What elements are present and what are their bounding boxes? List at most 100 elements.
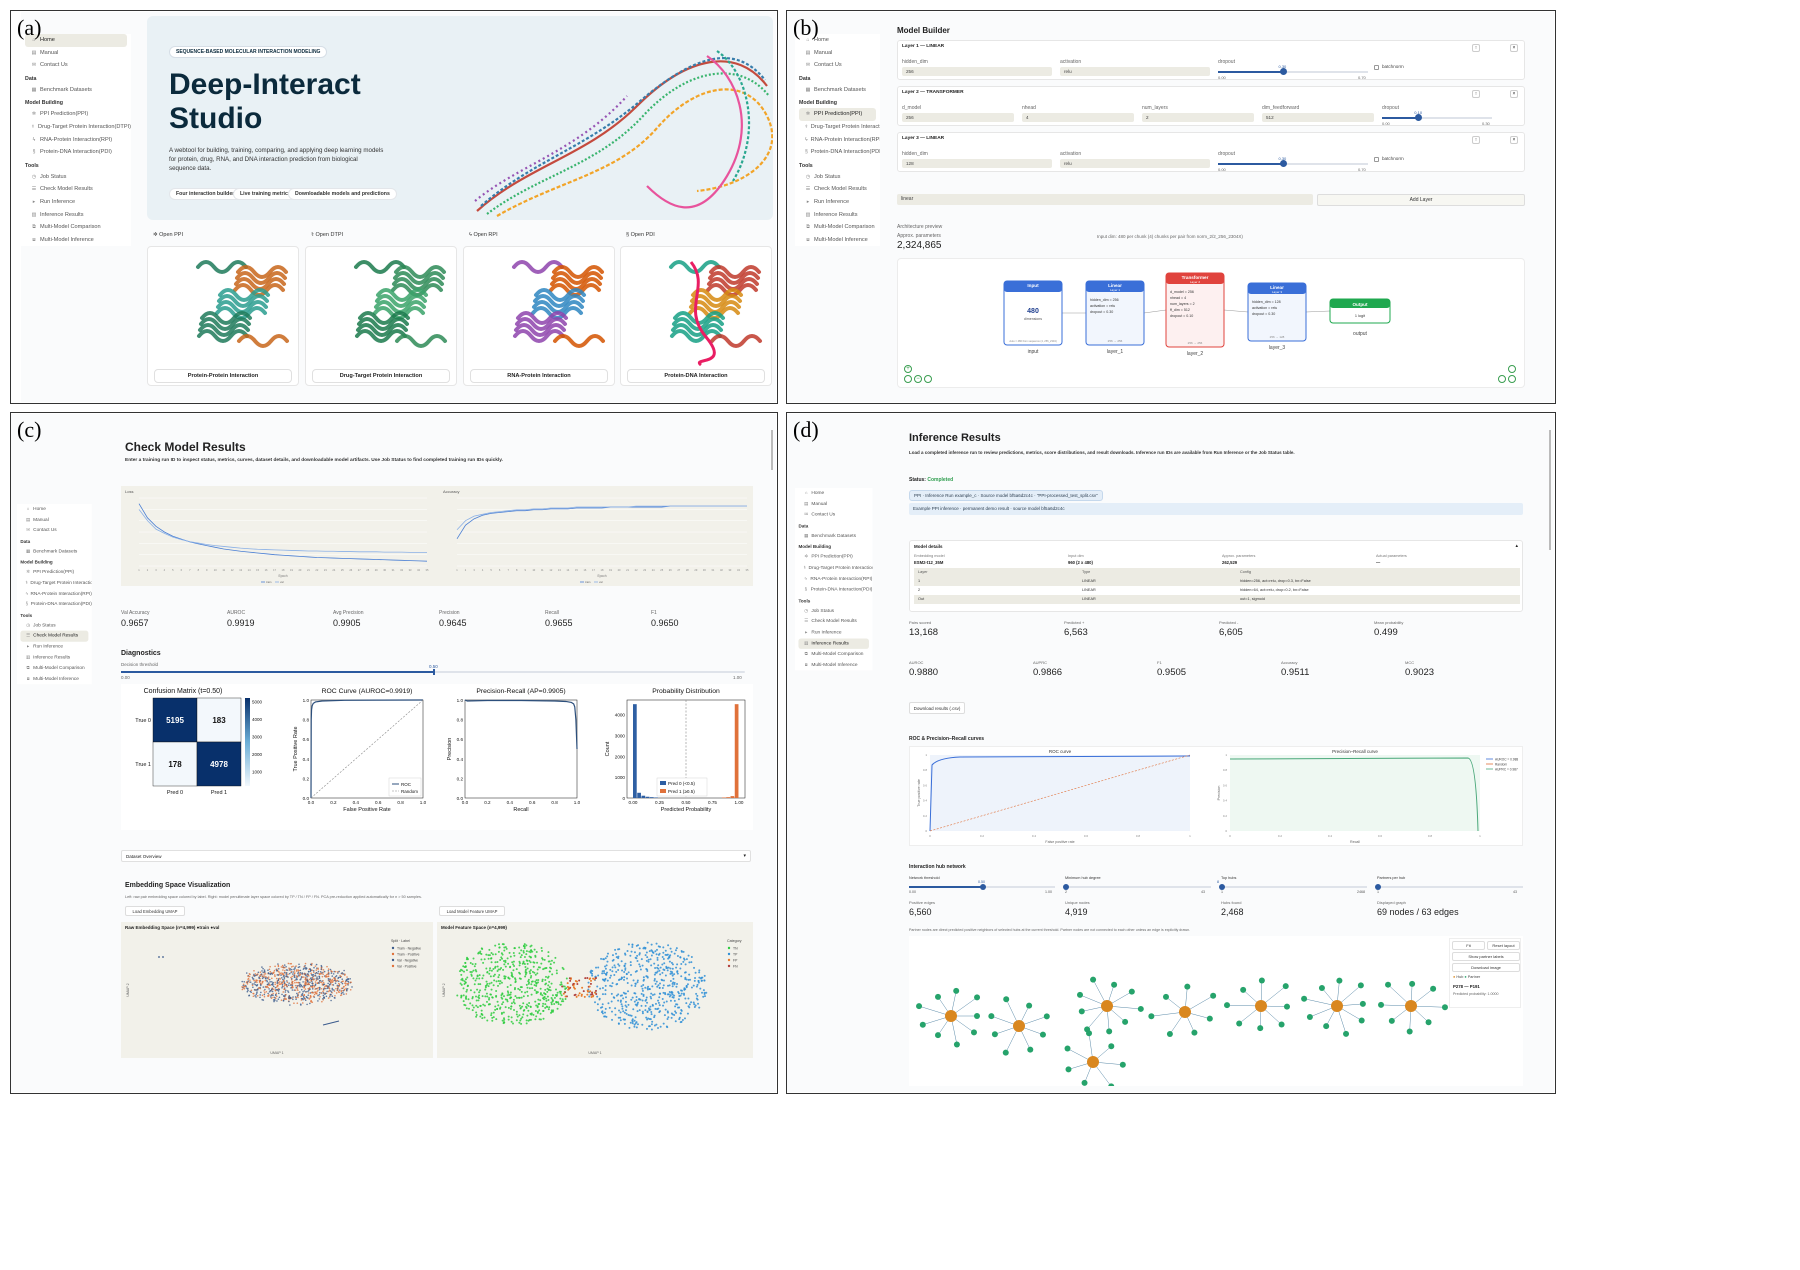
slider-knob[interactable] (1415, 114, 1423, 121)
sidebar-item-protein-dna-interaction-pdi[interactable]: § Protein-DNA Interaction(PDI) (17, 599, 92, 610)
partner-node[interactable] (935, 993, 941, 1000)
sidebar-item-job-status[interactable]: ◷ Job Status (795, 606, 872, 617)
zoom-out-button[interactable]: − (914, 375, 922, 383)
partner-node[interactable] (1336, 977, 1343, 984)
hub-node[interactable] (1405, 1000, 1417, 1012)
dropout-slider[interactable] (1218, 68, 1368, 75)
sidebar-item-run-inference[interactable]: ▸ Run Inference (795, 196, 880, 209)
show-partner-labels-button[interactable]: Show partner labels (1452, 952, 1520, 961)
sidebar-item-inference-results[interactable]: ▥ Inference Results (798, 638, 869, 649)
hub-slider[interactable] (1062, 883, 1211, 890)
load-embedding-umap-button[interactable]: Load Embedding UMAP (125, 906, 185, 916)
node-output[interactable]: Output 1 logit output (1329, 298, 1391, 337)
partner-node[interactable] (1224, 1002, 1231, 1009)
hub-node[interactable] (1179, 1006, 1191, 1018)
partner-node[interactable] (1076, 991, 1083, 998)
partner-node[interactable] (1184, 983, 1191, 990)
partner-node[interactable] (916, 1003, 923, 1010)
partner-node[interactable] (1306, 1013, 1313, 1020)
scrollbar[interactable] (1549, 430, 1551, 550)
partner-node[interactable] (970, 1029, 977, 1036)
lock-view-button[interactable] (924, 375, 932, 383)
add-layer-button[interactable]: Add Layer (1317, 194, 1525, 206)
partner-node[interactable] (1003, 996, 1010, 1003)
sidebar-item-benchmark-datasets[interactable]: ▦ Benchmark Datasets (795, 531, 872, 542)
sidebar-item-home[interactable]: ⌂ Home (795, 488, 872, 499)
partner-node[interactable] (1206, 1015, 1213, 1022)
sidebar-item-ppi-prediction-ppi[interactable]: ✲ PPI Prediction(PPI) (21, 108, 131, 121)
sidebar-item-multi-model-inference[interactable]: ⧈ Multi-Model Inference (21, 234, 131, 247)
field-nhead[interactable]: 4 (1022, 113, 1134, 122)
node-input[interactable]: Input 480 dimensions Auto = 480 from sequen… (1003, 280, 1063, 355)
partner-node[interactable] (1283, 1003, 1290, 1010)
sidebar-item-contact-us[interactable]: ✉ Contact Us (17, 525, 92, 536)
slider-knob[interactable] (1374, 883, 1381, 890)
partner-node[interactable] (1343, 1030, 1350, 1037)
sidebar-item-multi-model-inference[interactable]: ⧈ Multi-Model Inference (795, 234, 880, 247)
dropout-slider[interactable] (1382, 114, 1492, 121)
fit-view-button[interactable] (904, 375, 912, 383)
partner-node[interactable] (1128, 988, 1135, 995)
slider-knob[interactable] (1279, 68, 1287, 75)
partner-node[interactable] (991, 1031, 998, 1038)
sidebar-item-inference-results[interactable]: ▥ Inference Results (17, 652, 92, 663)
partner-node[interactable] (1039, 1031, 1046, 1038)
partner-node[interactable] (1026, 1002, 1033, 1009)
layer-type-select[interactable]: linear (897, 194, 1313, 205)
hub-slider[interactable] (1218, 883, 1367, 890)
scrollbar[interactable] (771, 430, 773, 470)
minimap-toggle-button[interactable] (1508, 365, 1516, 373)
field-dim_feedforward[interactable]: 512 (1262, 113, 1374, 122)
open-rpi-link[interactable]: ϟ Open RPI (469, 232, 498, 238)
field-hidden_dim[interactable]: 128 (902, 159, 1052, 168)
partner-node[interactable] (1191, 1029, 1198, 1036)
partner-node[interactable] (974, 1013, 980, 1019)
partner-node[interactable] (1086, 1030, 1093, 1037)
fullscreen-button[interactable] (1508, 375, 1516, 383)
sidebar-item-multi-model-comparison[interactable]: ⧉ Multi-Model Comparison (17, 663, 92, 674)
sidebar-item-multi-model-comparison[interactable]: ⧉ Multi-Model Comparison (795, 649, 872, 660)
sidebar-item-ppi-prediction-ppi[interactable]: ✲ PPI Prediction(PPI) (795, 552, 872, 563)
sidebar-item-inference-results[interactable]: ▥ Inference Results (21, 209, 131, 222)
sidebar-item-rna-protein-interaction-rpi[interactable]: ϟ RNA-Protein Interaction(RPI) (17, 589, 92, 600)
partner-node[interactable] (1064, 1045, 1071, 1052)
sidebar-item-multi-model-comparison[interactable]: ⧉ Multi-Model Comparison (795, 221, 880, 234)
sidebar-item-drug-target-protein-interaction-dtpi[interactable]: ⚕Drug-Target Protein Interaction(DTPI) (21, 121, 131, 134)
sidebar-item-job-status[interactable]: ◷ Job Status (795, 171, 880, 184)
move-up-button[interactable]: ↑ (1472, 90, 1480, 98)
sidebar-item-run-inference[interactable]: ▸ Run Inference (17, 642, 92, 653)
hub-cluster[interactable] (1301, 977, 1366, 1037)
sidebar-item-ppi-prediction-ppi[interactable]: ✲ PPI Prediction(PPI) (799, 108, 876, 121)
hub-cluster[interactable] (1224, 977, 1290, 1032)
hub-node[interactable] (945, 1010, 957, 1022)
sidebar-item-contact-us[interactable]: ✉ Contact Us (21, 59, 131, 72)
partner-node[interactable] (1409, 980, 1416, 987)
hub-node[interactable] (1087, 1056, 1099, 1068)
partner-node[interactable] (1385, 981, 1392, 988)
partner-node[interactable] (1122, 1018, 1129, 1025)
hub-cluster[interactable] (988, 996, 1050, 1056)
partner-node[interactable] (1108, 1043, 1115, 1050)
partner-node[interactable] (1106, 1028, 1113, 1035)
remove-layer-button[interactable]: × (1510, 90, 1518, 98)
sidebar-item-benchmark-datasets[interactable]: ▦ Benchmark Datasets (21, 84, 131, 97)
partner-node[interactable] (1043, 1013, 1050, 1020)
partner-node[interactable] (1137, 1005, 1144, 1012)
interaction-card-0[interactable]: Protein-Protein Interaction (147, 246, 299, 386)
zoom-in-button[interactable]: + (904, 365, 912, 373)
field-d_model[interactable]: 256 (902, 113, 1014, 122)
sidebar-item-rna-protein-interaction-rpi[interactable]: ϟ RNA-Protein Interaction(RPI) (21, 134, 131, 147)
interaction-card-2[interactable]: RNA-Protein Interaction (463, 246, 615, 386)
partner-node[interactable] (1002, 1049, 1009, 1056)
sidebar-item-check-model-results[interactable]: ☰ Check Model Results (795, 616, 872, 627)
sidebar-item-drug-target-protein-interaction-dtpi[interactable]: ⚕Drug-Target Protein Interaction(DTPI) (795, 121, 880, 134)
partner-node[interactable] (1323, 1023, 1330, 1030)
network-canvas[interactable]: Fit Reset layout Show partner labels Dow… (909, 936, 1523, 1090)
sidebar-item-check-model-results[interactable]: ☰ Check Model Results (20, 630, 89, 642)
sidebar-item-manual[interactable]: ▤ Manual (795, 47, 880, 60)
partner-node[interactable] (1240, 986, 1247, 993)
sidebar-item-drug-target-protein-interaction-dtpi[interactable]: ⚕Drug-Target Protein Interaction(DTPI) (17, 578, 92, 589)
partner-node[interactable] (1425, 1019, 1432, 1026)
